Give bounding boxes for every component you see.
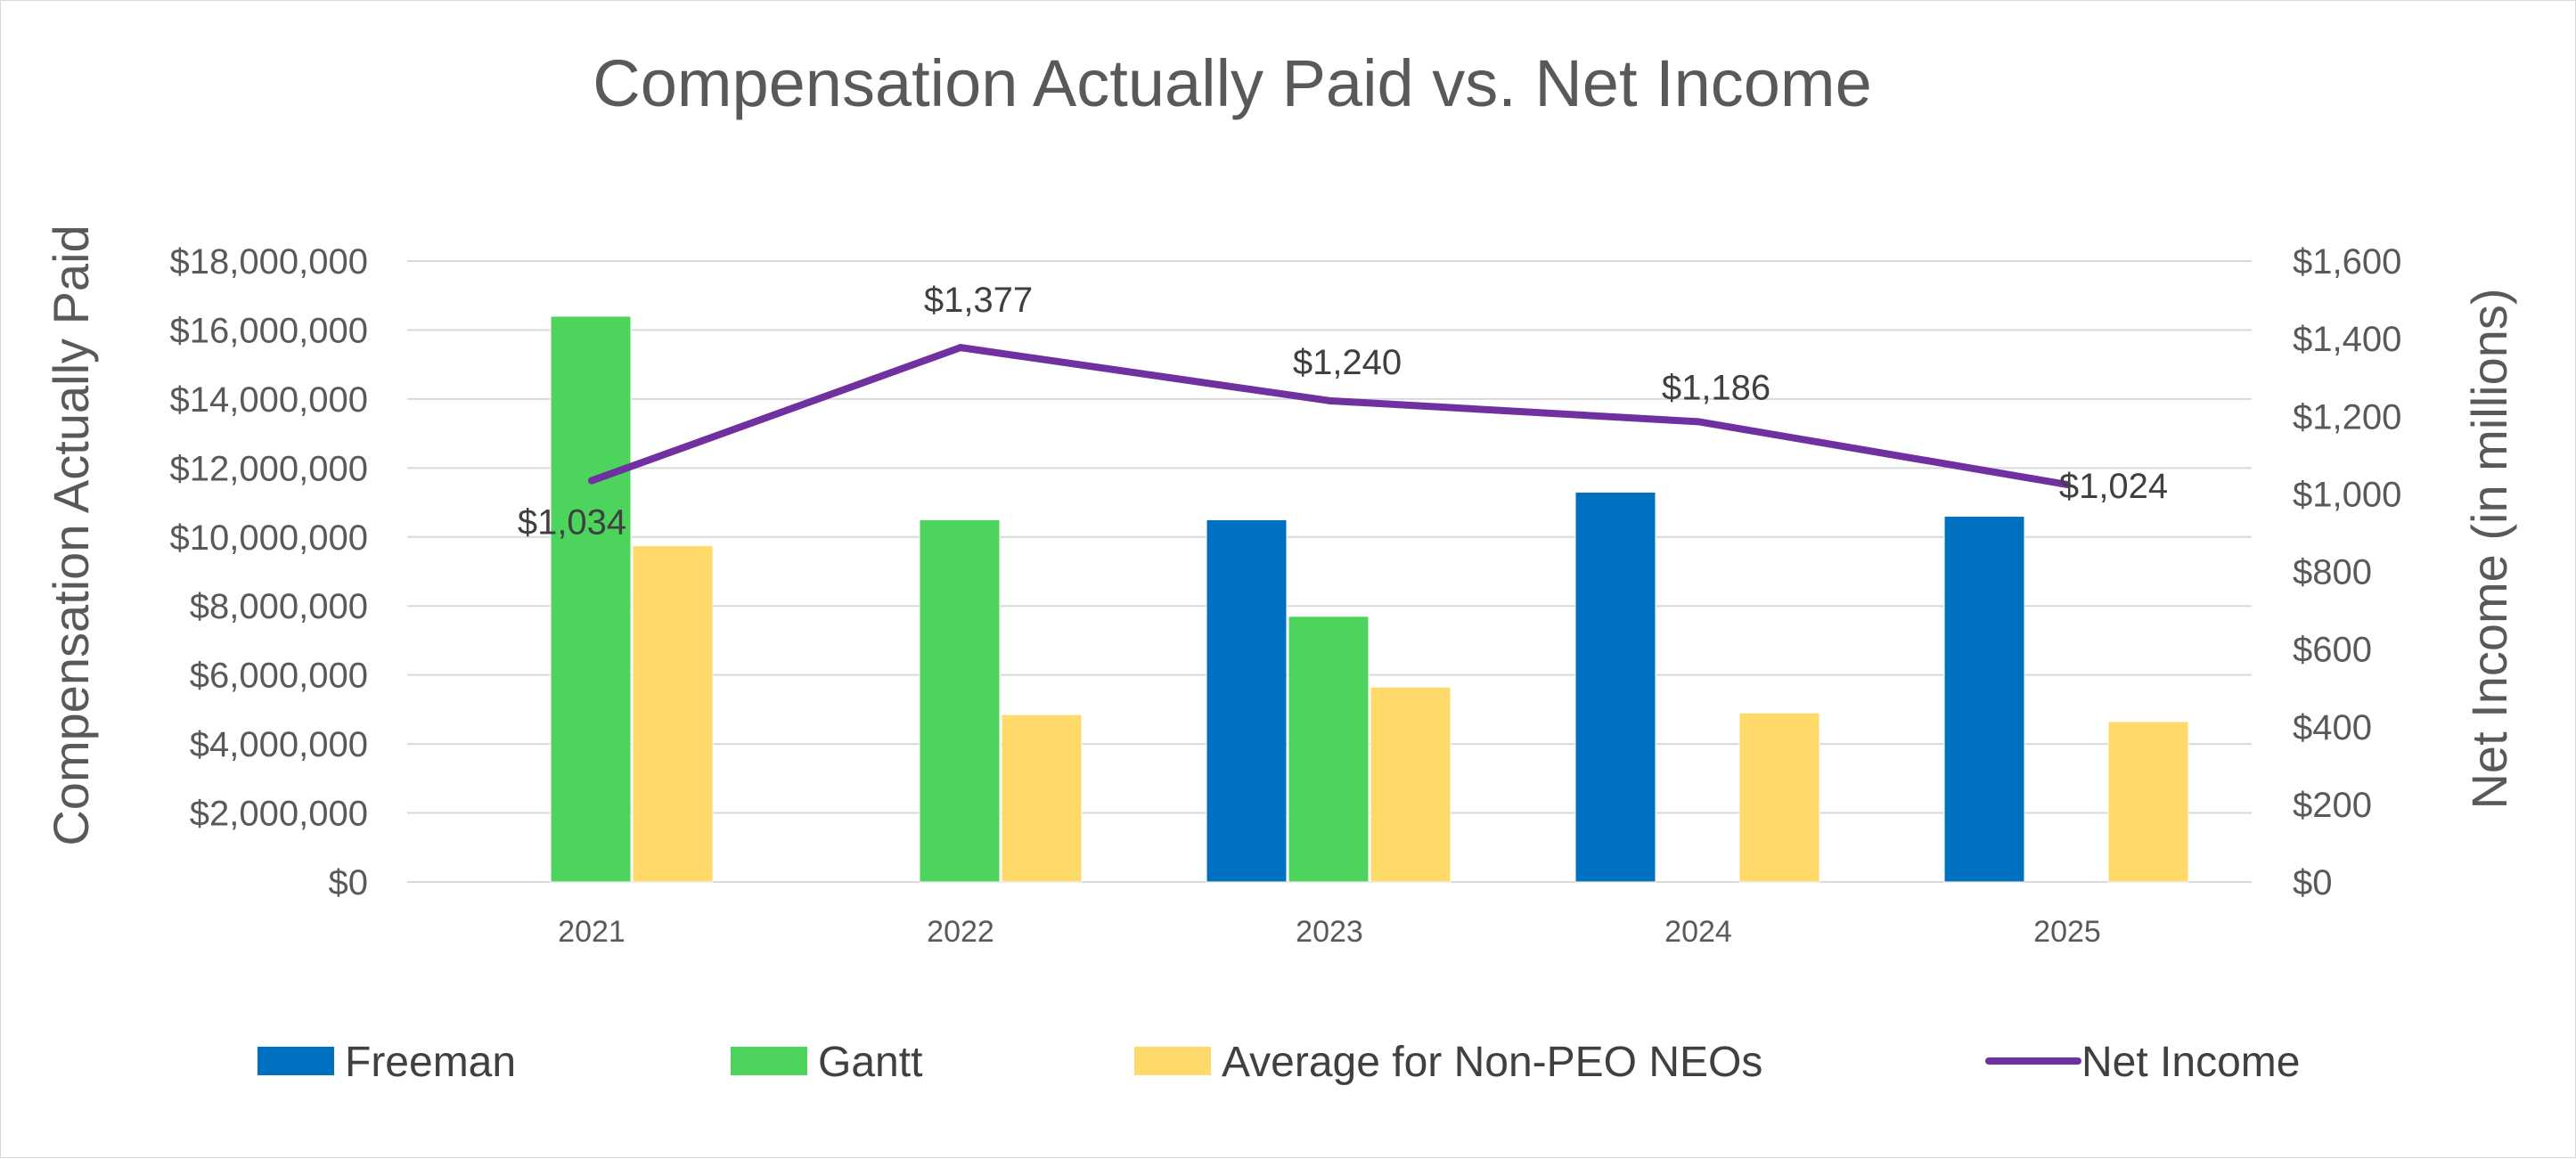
x-tick-label: 2025 [2033, 915, 2101, 949]
y-left-tick-label: $4,000,000 [190, 725, 368, 764]
bar-average-for-non-peo-neos-2021 [632, 544, 714, 883]
x-tick-label: 2022 [927, 915, 994, 949]
net-income-point [957, 344, 964, 352]
bar-freeman-2025 [1943, 516, 2025, 883]
net-income-data-label: $1,186 [1662, 368, 1770, 407]
chart-title: Compensation Actually Paid vs. Net Incom… [593, 46, 1871, 120]
net-income-point [2064, 480, 2071, 488]
net-income-data-label: $1,024 [2059, 467, 2168, 506]
bar-freeman-2023 [1206, 518, 1288, 883]
y-left-tick-label: $18,000,000 [170, 242, 368, 282]
x-tick-label: 2021 [558, 915, 626, 949]
x-tick-label: 2024 [1664, 915, 1732, 949]
bar-average-for-non-peo-neos-2025 [2107, 721, 2189, 883]
legend-swatch-freeman [258, 1047, 334, 1075]
y-right-tick-label: $1,600 [2293, 242, 2401, 282]
y-left-tick-label: $8,000,000 [190, 587, 368, 626]
net-income-point [1695, 418, 1702, 426]
y-right-tick-label: $400 [2293, 708, 2372, 747]
y-axis-left-ticks: $0 $2,000,000 $4,000,000 $6,000,000 $8,000,0… [170, 242, 368, 902]
y-left-tick-label: $10,000,000 [170, 518, 368, 558]
net-income-data-label: $1,377 [924, 281, 1033, 320]
y-right-tick-label: $1,000 [2293, 475, 2401, 514]
data-labels: $1,034 $1,377 $1,240 $1,186 $1,024 [518, 281, 2168, 542]
legend: Freeman Gantt Average for Non-PEO NEOs Net … [258, 1039, 2300, 1086]
x-tick-label: 2023 [1296, 915, 1363, 949]
y-right-tick-label: $1,400 [2293, 320, 2401, 359]
legend-swatch-average-for-non-peo-neos [1134, 1047, 1211, 1075]
bar-average-for-non-peo-neos-2022 [1001, 714, 1083, 883]
net-income-point [1326, 396, 1333, 404]
legend-swatch-gantt [731, 1047, 807, 1075]
legend-label-average-for-non-peo-neos: Average for Non-PEO NEOs [1222, 1039, 1762, 1086]
y-axis-left-title: Compensation Actually Paid [43, 224, 99, 845]
bar-average-for-non-peo-neos-2023 [1370, 686, 1452, 883]
y-left-tick-label: $12,000,000 [170, 449, 368, 488]
bars [550, 315, 2189, 883]
net-income-line-layer [588, 344, 2071, 488]
x-axis-ticks: 2021 2022 2023 2024 2025 [558, 915, 2101, 949]
bar-average-for-non-peo-neos-2024 [1738, 712, 1820, 883]
y-left-tick-label: $0 [329, 863, 369, 902]
net-income-data-label: $1,240 [1293, 343, 1402, 382]
y-left-tick-label: $14,000,000 [170, 380, 368, 420]
gridlines [407, 260, 2252, 883]
y-left-tick-label: $6,000,000 [190, 657, 368, 696]
y-left-tick-label: $2,000,000 [190, 795, 368, 834]
bar-gantt-2021 [550, 315, 632, 883]
net-income-point [588, 477, 595, 485]
bar-gantt-2023 [1288, 616, 1370, 883]
y-right-tick-label: $200 [2293, 786, 2372, 825]
y-right-tick-label: $1,200 [2293, 397, 2401, 437]
net-income-data-label: $1,034 [518, 503, 626, 543]
y-right-tick-label: $800 [2293, 553, 2372, 592]
bar-freeman-2024 [1574, 491, 1656, 883]
y-right-tick-label: $600 [2293, 631, 2372, 670]
legend-label-gantt: Gantt [818, 1039, 922, 1086]
y-left-tick-label: $16,000,000 [170, 311, 368, 350]
legend-label-net-income: Net Income [2081, 1039, 2300, 1086]
legend-label-freeman: Freeman [345, 1039, 516, 1086]
y-right-tick-label: $0 [2293, 863, 2333, 902]
y-axis-right-title: Net Income (in millions) [2461, 288, 2517, 809]
bar-gantt-2022 [919, 518, 1001, 883]
y-axis-right-ticks: $0 $200 $400 $600 $800 $1,000 $1,200 $1,400 $1,6… [2293, 242, 2401, 902]
